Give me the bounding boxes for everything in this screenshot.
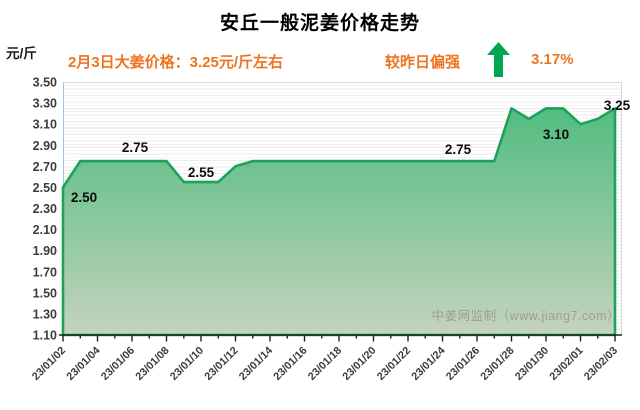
x-axis-label: 23/01/18 [306,345,344,383]
current-price-note: 2月3日大姜价格：3.25元/斤左右 [68,54,284,71]
x-axis-label: 23/01/30 [513,345,551,383]
page-title: 安丘一般泥姜价格走势 [219,13,420,34]
trend-percent-value: 3.17% [531,51,574,68]
x-axis-label: 23/01/12 [202,345,240,383]
x-axis-label: 23/01/16 [271,345,309,383]
y-axis-label: 1.30 [33,307,57,321]
y-axis-label: 2.90 [33,139,57,153]
watermark: 中姜网监制（www.jiang7.com） [431,309,620,323]
data-point-label: 2.75 [122,140,149,155]
x-axis-label: 23/01/20 [340,345,378,383]
y-axis-label: 1.50 [33,286,57,300]
x-axis-label: 23/01/02 [30,345,68,383]
x-axis-label: 23/01/24 [409,345,447,383]
data-point-label: 2.50 [71,190,97,205]
x-axis-label: 23/01/10 [168,345,206,383]
y-axis-label: 1.70 [33,265,57,279]
y-axis-label: 1.10 [33,329,57,343]
x-axis-label: 23/02/01 [547,345,585,383]
x-axis-label: 23/01/26 [444,345,482,383]
y-axis-unit-label: 元/斤 [6,46,37,61]
x-axis-label: 23/01/14 [237,345,275,383]
x-axis-label: 23/01/08 [133,345,171,383]
y-axis-label: 2.50 [33,181,57,195]
x-axis-label: 23/01/06 [99,345,137,383]
y-axis-label: 3.50 [33,76,57,90]
x-axis-label: 23/01/04 [64,345,102,383]
up-arrow-icon [487,42,510,77]
y-axis-label: 1.90 [33,244,57,258]
data-point-label: 2.75 [445,142,472,157]
x-axis-label: 23/01/22 [375,345,413,383]
y-axis-label: 2.30 [33,202,57,216]
trend-direction-label: 较昨日偏强 [385,54,461,71]
x-axis-label: 23/01/28 [478,345,516,383]
y-axis-label: 3.30 [33,97,57,111]
x-axis-label: 23/02/03 [582,345,620,383]
y-axis-label: 2.10 [33,223,57,237]
data-point-label: 3.10 [543,127,569,142]
data-point-label: 2.55 [188,165,215,180]
data-point-label: 3.25 [604,98,631,113]
y-axis-label: 3.10 [33,118,57,132]
y-axis-label: 2.70 [33,160,57,174]
price-area-series [61,107,617,337]
